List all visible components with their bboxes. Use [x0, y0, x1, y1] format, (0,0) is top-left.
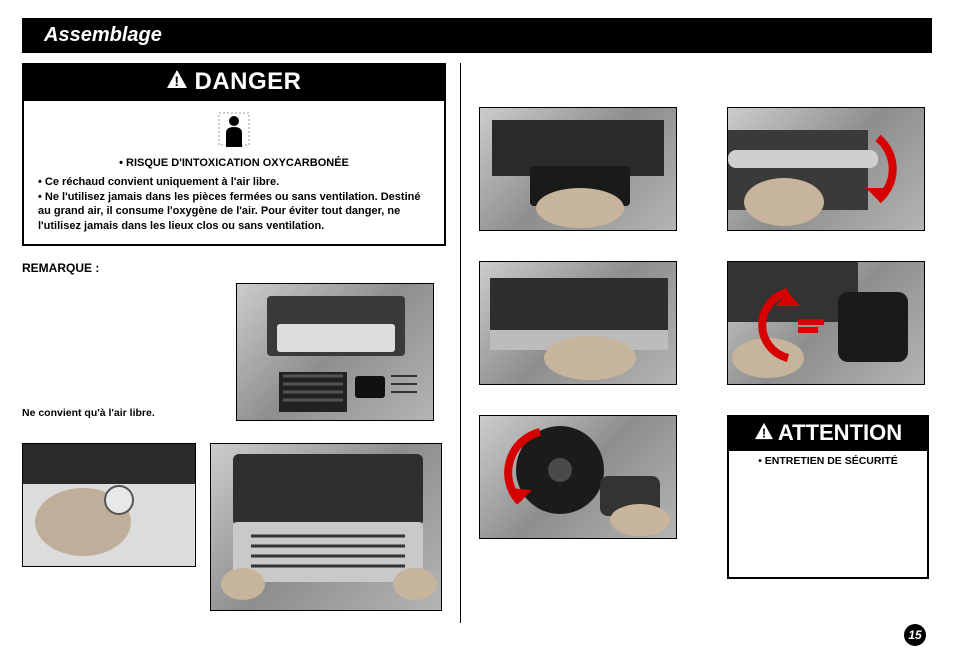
danger-body: • RISQUE D'INTOXICATION OXYCARBONÉE • Ce…	[24, 101, 444, 244]
photo-side-latch	[479, 261, 677, 385]
photo-hand-knob	[22, 443, 196, 567]
outdoor-note: Ne convient qu'à l'air libre.	[22, 407, 222, 421]
photo-stove-grate-hands	[210, 443, 442, 611]
photo-attach-cylinder-arrow	[727, 261, 925, 385]
warning-triangle-icon: !	[166, 68, 188, 96]
warning-triangle-icon: !	[754, 420, 774, 446]
photo-stove-open-kit	[236, 283, 434, 421]
danger-bullet-3: • Ne l'utilisez jamais dans les pièces f…	[38, 190, 430, 235]
photo-insert-tray	[479, 107, 677, 231]
right-row-1	[479, 107, 932, 231]
left-row-2	[22, 443, 442, 611]
photo-connect-regulator-arrow	[479, 415, 677, 539]
svg-text:!: !	[762, 426, 766, 440]
photo-attach-handle-arrow	[727, 107, 925, 231]
attention-body: • ENTRETIEN DE SÉCURITÉ	[729, 451, 927, 577]
right-row-2	[479, 261, 932, 385]
danger-bullet-1: • RISQUE D'INTOXICATION OXYCARBONÉE	[38, 156, 430, 171]
danger-heading: ! DANGER	[24, 65, 444, 101]
right-row-3: ! ATTENTION • ENTRETIEN DE SÉCURITÉ	[479, 415, 932, 579]
attention-heading: ! ATTENTION	[729, 417, 927, 451]
co-person-icon	[38, 109, 430, 154]
two-column-layout: ! DANGER • RISQUE D'INTOXICATION OXYCARB…	[22, 53, 932, 618]
danger-panel: ! DANGER • RISQUE D'INTOXICATION OXYCARB…	[22, 63, 446, 246]
danger-heading-text: DANGER	[194, 68, 301, 95]
section-header: Assemblage	[22, 18, 932, 53]
attention-panel: ! ATTENTION • ENTRETIEN DE SÉCURITÉ	[727, 415, 929, 579]
danger-bullet-2: • Ce réchaud convient uniquement à l'air…	[38, 175, 430, 190]
svg-text:!: !	[175, 73, 180, 89]
page-number-badge: 15	[904, 624, 926, 646]
attention-heading-text: ATTENTION	[778, 420, 902, 445]
left-row-1: Ne convient qu'à l'air libre.	[22, 283, 442, 421]
left-column: ! DANGER • RISQUE D'INTOXICATION OXYCARB…	[22, 53, 460, 618]
right-column: ! ATTENTION • ENTRETIEN DE SÉCURITÉ	[461, 53, 932, 618]
remarque-label: REMARQUE :	[22, 261, 442, 275]
